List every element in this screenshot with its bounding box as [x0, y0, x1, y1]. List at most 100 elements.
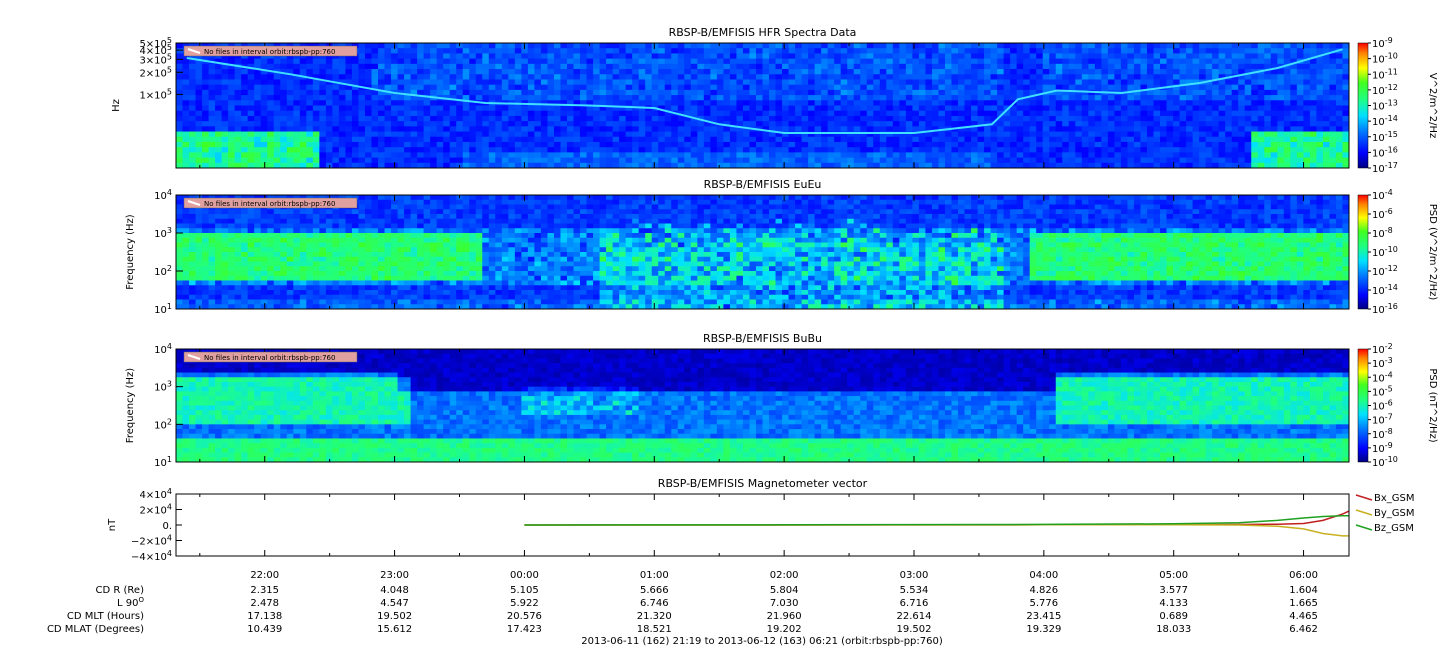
spectrogram-cell — [619, 137, 626, 143]
spectrogram-cell — [398, 121, 405, 127]
spectrogram-cell — [1212, 95, 1219, 101]
spectrogram-cell — [815, 106, 822, 112]
spectrogram-cell — [736, 152, 743, 158]
spectrogram-cell — [1180, 111, 1187, 117]
spectrogram-cell — [1225, 142, 1232, 148]
spectrogram-cell — [332, 209, 339, 214]
spectrogram-cell — [1245, 126, 1252, 132]
spectrogram-cell — [769, 74, 776, 80]
spectrogram-cell — [1193, 59, 1200, 65]
spectrogram-cell — [345, 74, 352, 80]
spectrogram-cell — [873, 116, 880, 122]
spectrogram-cell — [619, 48, 626, 54]
spectrogram-cell — [841, 142, 848, 148]
spectrogram-cell — [489, 111, 496, 117]
spectrogram-cell — [391, 137, 398, 143]
spectrogram-cell — [365, 59, 372, 65]
spectrogram-cell — [593, 121, 600, 127]
spectrogram-cell — [1310, 126, 1317, 132]
spectrogram-cell — [1245, 43, 1252, 49]
spectrogram-cell — [1043, 69, 1050, 75]
spectrogram-cell — [202, 79, 209, 85]
spectrogram-cell — [619, 53, 626, 59]
spectrogram-cell — [945, 69, 952, 75]
spectrogram-cell — [1336, 126, 1343, 132]
spectrogram-cell — [632, 126, 639, 132]
spectrogram-cell — [293, 158, 300, 164]
spectrogram-cell — [847, 90, 854, 96]
spectrogram-cell — [606, 137, 613, 143]
spectrogram-cell — [965, 90, 972, 96]
spectrogram-cell — [222, 147, 229, 153]
spectrogram-cell — [1219, 90, 1226, 96]
spectrogram-cell — [1258, 116, 1265, 122]
spectrogram-cell — [1284, 95, 1291, 101]
spectrogram-cell — [287, 116, 294, 122]
spectrogram-cell — [313, 90, 320, 96]
spectrogram-cell — [626, 43, 633, 49]
spectrogram-cell — [541, 116, 548, 122]
spectrogram-cell — [326, 214, 333, 219]
spectrogram-cell — [802, 85, 809, 91]
spectrogram-cell — [945, 142, 952, 148]
spectrogram-cell — [482, 142, 489, 148]
spectrogram-cell — [1030, 85, 1037, 91]
spectrogram-cell — [1134, 137, 1141, 143]
spectrogram-cell — [743, 147, 750, 153]
spectrogram-cell — [1232, 69, 1239, 75]
spectrogram-cell — [1264, 147, 1271, 153]
spectrogram-cell — [189, 95, 196, 101]
spectrogram-cell — [202, 111, 209, 117]
spectrogram-cell — [528, 126, 535, 132]
spectrogram-cell — [202, 262, 209, 267]
spectrogram-cell — [1088, 85, 1095, 91]
spectrogram-cell — [378, 95, 385, 101]
spectrogram-cell — [736, 111, 743, 117]
spectrogram-cell — [1329, 79, 1336, 85]
spectrogram-cell — [873, 85, 880, 91]
spectrogram-cell — [1316, 59, 1323, 65]
spectrogram-cell — [209, 262, 216, 267]
spectrogram-cell — [267, 224, 274, 229]
spectrogram-cell — [1140, 74, 1147, 80]
spectrogram-cell — [489, 95, 496, 101]
spectrogram-cell — [391, 85, 398, 91]
spectrogram-cell — [339, 147, 346, 153]
spectrogram-cell — [899, 64, 906, 70]
spectrogram-cell — [795, 69, 802, 75]
spectrogram-cell — [1023, 147, 1030, 153]
spectrogram-cell — [613, 152, 620, 158]
spectrogram-cell — [319, 233, 326, 238]
spectrogram-cell — [1258, 90, 1265, 96]
spectrogram-cell — [274, 262, 281, 267]
spectrogram-cell — [326, 224, 333, 229]
spectrogram-cell — [189, 228, 196, 233]
spectrogram-cell — [1036, 43, 1043, 49]
spectrogram-cell — [613, 85, 620, 91]
spectrogram-cell — [1245, 147, 1252, 153]
spectrogram-cell — [306, 257, 313, 262]
spectrogram-cell — [189, 121, 196, 127]
spectrogram-cell — [860, 121, 867, 127]
spectrogram-cell — [971, 53, 978, 59]
spectrogram-cell — [495, 85, 502, 91]
spectrogram-cell — [678, 79, 685, 85]
spectrogram-cell — [619, 147, 626, 153]
spectrogram-cell — [508, 95, 515, 101]
spectrogram-cell — [1284, 152, 1291, 158]
spectrogram-cell — [267, 100, 274, 106]
spectrogram-cell — [1114, 100, 1121, 106]
spectrogram-cell — [626, 64, 633, 70]
spectrogram-cell — [476, 158, 483, 164]
spectrogram-cell — [319, 85, 326, 91]
spectrogram-cell — [196, 262, 203, 267]
spectrogram-cell — [1147, 90, 1154, 96]
spectrogram-cell — [313, 243, 320, 248]
spectrogram-cell — [756, 79, 763, 85]
spectrogram-cell — [652, 74, 659, 80]
spectrogram-cell — [495, 69, 502, 75]
spectrogram-cell — [1121, 74, 1128, 80]
spectrogram-cell — [404, 69, 411, 75]
spectrogram-cell — [743, 69, 750, 75]
spectrogram-cell — [300, 106, 307, 112]
